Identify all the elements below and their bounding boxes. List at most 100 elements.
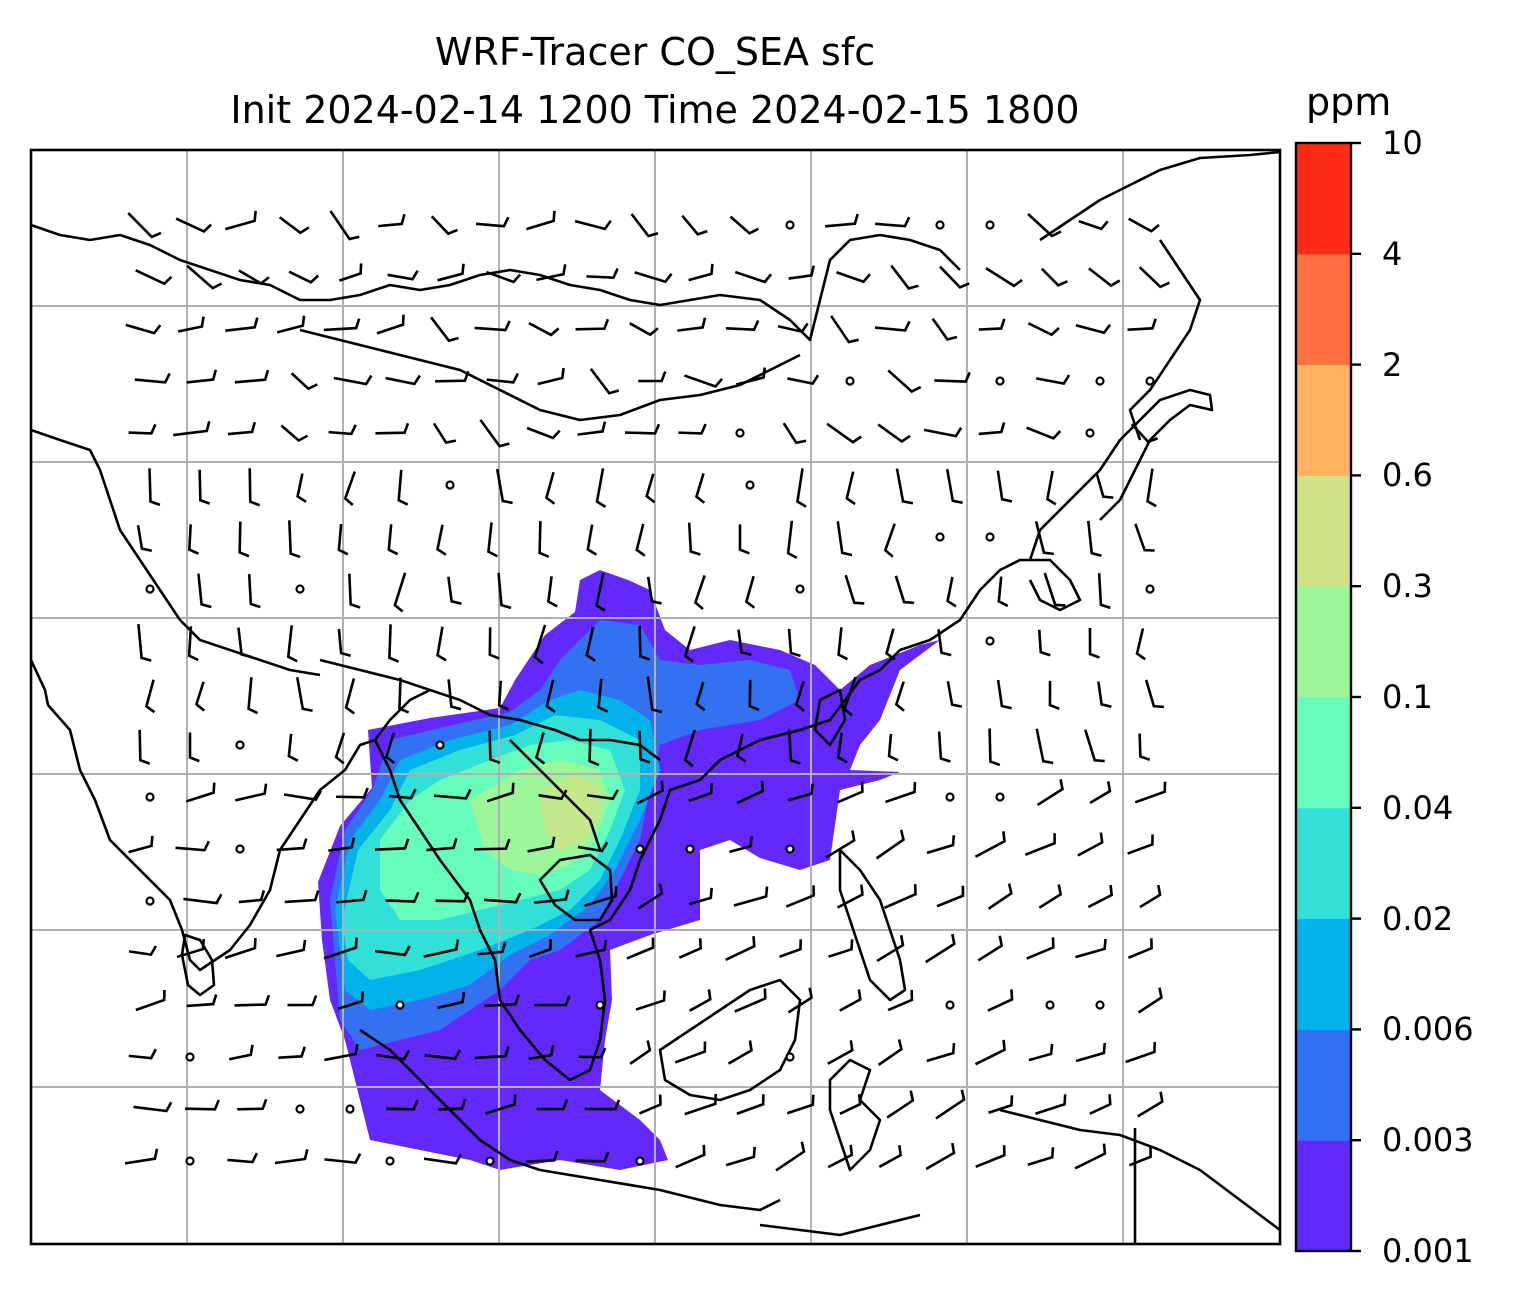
wind-barb bbox=[646, 576, 662, 605]
wind-barb bbox=[177, 316, 205, 333]
wind-barb bbox=[985, 267, 1023, 288]
wind-barb bbox=[286, 625, 298, 663]
wind-barb bbox=[735, 733, 747, 763]
wind-barb bbox=[1130, 423, 1159, 444]
hainan bbox=[813, 688, 847, 747]
calm-wind-circle bbox=[845, 376, 855, 386]
wind-barb bbox=[844, 574, 865, 605]
calm-wind-circle bbox=[235, 740, 245, 750]
wind-barb bbox=[483, 892, 522, 904]
colorbar-tick-label: 0.02 bbox=[1382, 899, 1454, 938]
calm-wind-circle bbox=[785, 1052, 795, 1062]
wind-barb bbox=[290, 372, 318, 391]
wind-barb bbox=[495, 468, 513, 505]
colorbar-segment bbox=[1296, 1140, 1351, 1252]
wind-barb bbox=[1134, 781, 1167, 804]
wind-barb bbox=[435, 370, 470, 383]
wind-barb bbox=[683, 625, 696, 663]
calm-wind-circle bbox=[435, 740, 445, 750]
wind-barb bbox=[287, 733, 299, 762]
wind-barb bbox=[433, 788, 472, 800]
wind-barb bbox=[248, 468, 261, 507]
wind-barb bbox=[423, 1153, 462, 1165]
wind-barb bbox=[447, 576, 462, 605]
wind-barb bbox=[136, 525, 152, 552]
wind-barb bbox=[185, 1099, 220, 1111]
wind-barb bbox=[583, 886, 618, 908]
wind-barb bbox=[688, 263, 714, 282]
wind-barb bbox=[1097, 681, 1112, 708]
wind-barb bbox=[276, 315, 306, 334]
wind-barb bbox=[1045, 470, 1057, 506]
wind-barb bbox=[684, 1093, 718, 1116]
colorbar-segment bbox=[1296, 918, 1351, 1030]
wind-barb bbox=[124, 1148, 159, 1165]
calm-wind-circle bbox=[935, 532, 945, 542]
wind-barb bbox=[674, 1041, 707, 1064]
wind-barb bbox=[937, 629, 952, 657]
wind-barb bbox=[497, 680, 509, 711]
wind-barb bbox=[378, 213, 406, 228]
calm-wind-circle bbox=[1095, 376, 1105, 386]
wind-barb bbox=[436, 626, 447, 662]
wind-barb bbox=[128, 423, 157, 435]
calm-wind-circle bbox=[445, 480, 455, 490]
wind-barb bbox=[344, 678, 356, 715]
wind-barb bbox=[635, 990, 666, 1011]
wind-barb bbox=[978, 318, 1006, 331]
wind-barb bbox=[336, 787, 369, 799]
russia-coast bbox=[1039, 150, 1280, 242]
wind-barb bbox=[946, 681, 963, 708]
wind-barb bbox=[887, 733, 899, 762]
wind-barb bbox=[988, 1095, 1014, 1114]
wind-barb bbox=[393, 572, 407, 613]
wind-barb bbox=[1097, 573, 1111, 610]
wind-barb bbox=[987, 989, 1014, 1012]
wind-barb bbox=[175, 217, 213, 234]
wind-barb bbox=[384, 732, 396, 765]
wind-barb bbox=[323, 318, 361, 332]
wind-barb bbox=[839, 1094, 862, 1115]
wind-barb bbox=[887, 989, 914, 1012]
wind-barb bbox=[284, 890, 320, 904]
wind-barb bbox=[987, 883, 1013, 910]
wind-barb bbox=[574, 219, 612, 231]
wind-barb bbox=[430, 316, 459, 343]
wind-barb bbox=[1089, 781, 1112, 804]
wind-barb bbox=[585, 626, 596, 662]
wind-barb bbox=[1043, 572, 1066, 607]
wind-barb bbox=[727, 1040, 753, 1065]
wind-barb bbox=[385, 891, 420, 903]
wind-barb bbox=[744, 575, 756, 609]
wind-barb bbox=[525, 1150, 559, 1163]
wind-barb bbox=[988, 728, 1001, 767]
colorbar-tick-label: 10 bbox=[1382, 124, 1423, 162]
wind-barb bbox=[725, 1146, 756, 1167]
wind-barb bbox=[787, 729, 801, 765]
wind-barb bbox=[681, 214, 708, 236]
wind-barb bbox=[247, 677, 259, 715]
wind-barb bbox=[375, 422, 410, 435]
wind-barb bbox=[694, 473, 706, 504]
wind-barb bbox=[536, 1099, 569, 1111]
wind-barb bbox=[324, 1043, 359, 1062]
calm-wind-circle bbox=[995, 376, 1005, 386]
wind-barb bbox=[787, 374, 820, 386]
wind-barb bbox=[626, 937, 655, 960]
wind-barb bbox=[234, 994, 271, 1007]
wind-barb bbox=[787, 628, 801, 658]
wind-barb bbox=[224, 938, 257, 960]
wind-barb bbox=[836, 271, 871, 284]
mongolia-border bbox=[299, 328, 801, 422]
wind-barb bbox=[923, 426, 963, 438]
wind-barb bbox=[688, 783, 713, 803]
wind-barb bbox=[796, 468, 807, 508]
wind-barb bbox=[348, 573, 361, 609]
calm-wind-circle bbox=[185, 1156, 195, 1166]
calm-wind-circle bbox=[185, 1052, 195, 1062]
wind-barb bbox=[238, 521, 250, 558]
wind-barb bbox=[176, 938, 206, 959]
wind-barb bbox=[876, 934, 905, 963]
calm-wind-circle bbox=[785, 844, 795, 854]
wind-barb bbox=[597, 678, 609, 713]
